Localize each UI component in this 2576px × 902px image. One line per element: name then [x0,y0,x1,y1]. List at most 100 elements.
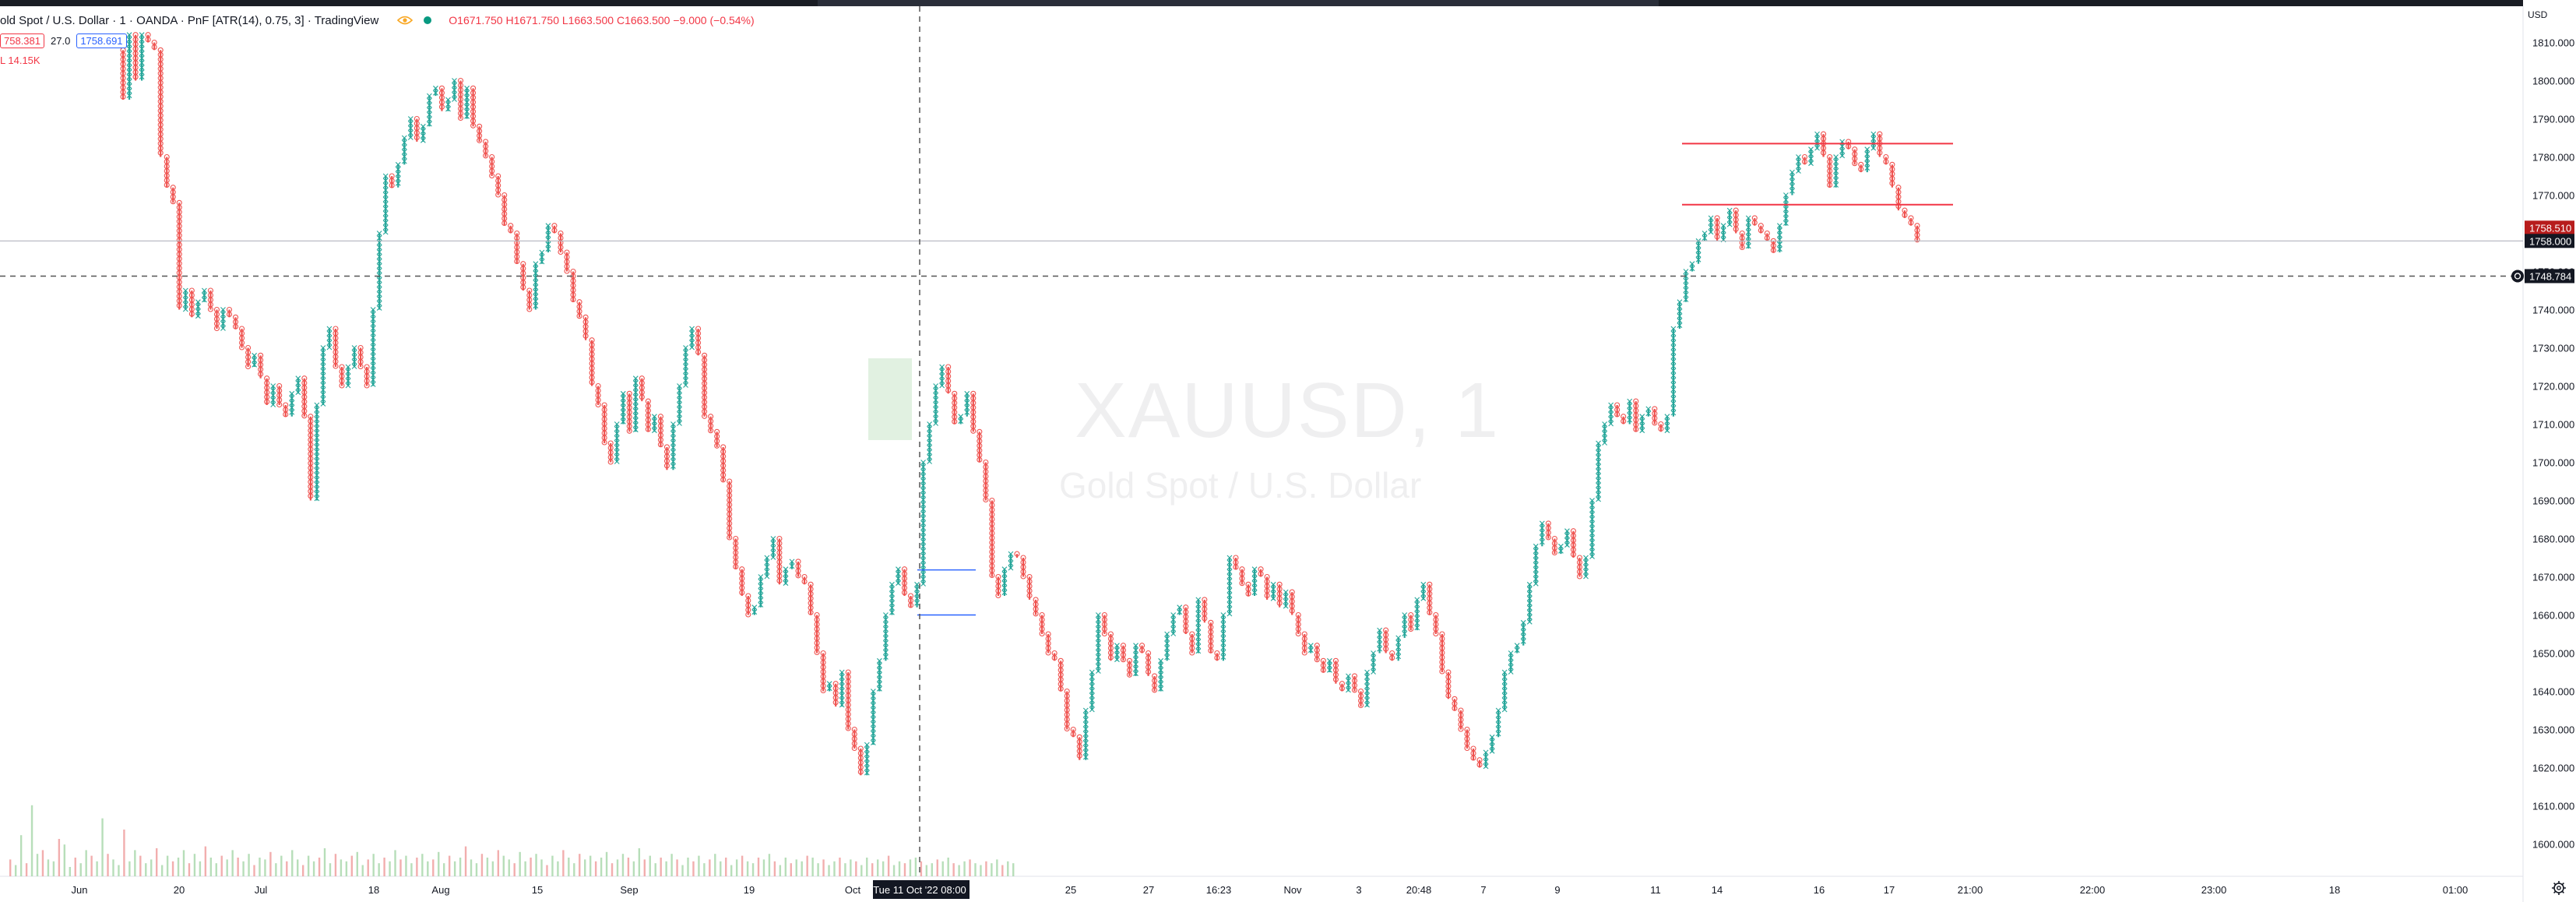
pnf-o-mark [520,261,526,267]
pnf-x-mark [1501,697,1508,703]
pnf-o-mark [1233,559,1239,566]
crosshair-target-icon [2511,270,2524,283]
pnf-o-mark [132,51,139,57]
pnf-x-mark [1377,646,1382,652]
pnf-o-mark [645,403,651,409]
ask-price[interactable]: 1758.691 [76,33,127,48]
pnf-x-column [1583,555,1589,580]
pnf-o-mark [989,498,995,503]
pnf-x-mark [1677,308,1683,315]
pnf-o-mark [470,104,477,110]
pnf-o-mark [120,70,126,76]
pnf-x-mark [927,426,932,432]
pnf-x-mark [652,418,657,425]
pnf-o-mark [495,173,501,179]
pnf-x-mark [1833,182,1839,188]
pnf-o-mark [1208,643,1214,649]
pnf-o-mark [708,414,714,420]
pnf-o-mark [989,568,995,573]
pnf-x-mark [920,502,926,507]
pnf-x-mark [927,454,932,460]
pnf-x-mark [1364,669,1370,675]
pnf-x-mark [370,340,376,345]
pnf-o-mark [989,507,995,513]
pnf-o-mark [1351,673,1358,679]
pnf-x-mark [314,407,320,413]
pnf-o-mark [1033,597,1039,603]
pnf-o-mark [1758,223,1764,229]
pnf-o-mark [1033,606,1039,612]
gear-icon[interactable] [2551,880,2567,896]
pnf-o-mark [1476,762,1483,768]
pnf-x-mark [314,477,320,483]
pnf-o-mark [702,375,708,382]
pnf-o-mark [1033,601,1039,608]
y-tick-label: 1630.000 [2532,724,2574,736]
pnf-x-column [1833,154,1839,188]
pnf-o-mark [1652,415,1658,421]
pnf-x-mark [927,459,932,464]
pnf-x-column [1864,146,1870,173]
pnf-x-mark [864,751,870,757]
pnf-o-column [1883,154,1889,165]
pnf-x-mark [464,104,470,110]
pnf-x-mark [632,380,639,386]
pnf-x-mark [345,373,351,379]
pnf-x-mark [1596,459,1601,465]
pnf-o-mark [1057,667,1064,673]
pnf-x-mark [614,435,620,441]
pnf-o-mark [832,681,839,687]
pnf-x-mark [1558,543,1564,549]
pnf-x-mark [376,282,382,287]
pnf-o-mark [983,464,989,470]
pnf-x-mark [870,717,876,722]
pnf-x-column [445,97,451,112]
pnf-x-mark [126,74,132,80]
bid-price[interactable]: 758.381 [0,33,44,48]
pnf-x-column [914,581,920,608]
pnf-o-mark [1208,633,1214,640]
pnf-o-mark [1076,738,1082,745]
pnf-x-mark [320,401,326,407]
pnf-x-column [1008,551,1014,571]
eye-icon[interactable] [397,16,413,25]
pnf-o-mark [176,237,182,243]
pnf-x-mark [933,416,939,421]
axis-currency[interactable]: USD [2528,9,2548,20]
pnf-o-mark [776,549,783,556]
pnf-o-mark [176,293,182,299]
volume-bar [421,854,424,876]
pnf-x-mark [1689,261,1695,267]
pnf-x-mark [883,626,889,632]
price-label-last: 1758.510 [2529,222,2571,234]
pnf-o-mark [477,123,483,129]
pnf-o-mark [1045,650,1051,656]
pnf-x-mark [382,173,389,179]
volume-bar [720,861,722,876]
pnf-x-mark [933,393,939,398]
volume-bar [150,859,153,876]
pnf-o-mark [1208,638,1214,644]
pnf-x-mark [914,590,920,597]
crosshair-time-label-bg [873,880,970,899]
volume-bar [773,861,776,876]
pnf-o-mark [176,199,182,206]
pnf-x-mark [939,378,945,384]
pnf-o-mark [176,288,182,294]
pnf-x-mark [1082,731,1089,737]
pnf-o-mark [1383,632,1389,638]
pnf-o-mark [595,383,601,389]
pnf-o-mark [508,227,514,234]
pnf-x-mark [314,463,320,469]
pnf-x-mark [314,491,320,497]
pnf-x-mark [1796,154,1801,160]
pnf-x-mark [632,375,639,382]
pnf-x-mark [139,74,145,80]
pnf-x-mark [395,166,401,172]
pnf-o-mark [283,407,289,413]
pnf-o-mark [438,104,445,110]
pnf-o-mark [901,580,908,587]
pnf-o-mark [1233,555,1239,561]
pnf-x-mark [1133,671,1138,677]
